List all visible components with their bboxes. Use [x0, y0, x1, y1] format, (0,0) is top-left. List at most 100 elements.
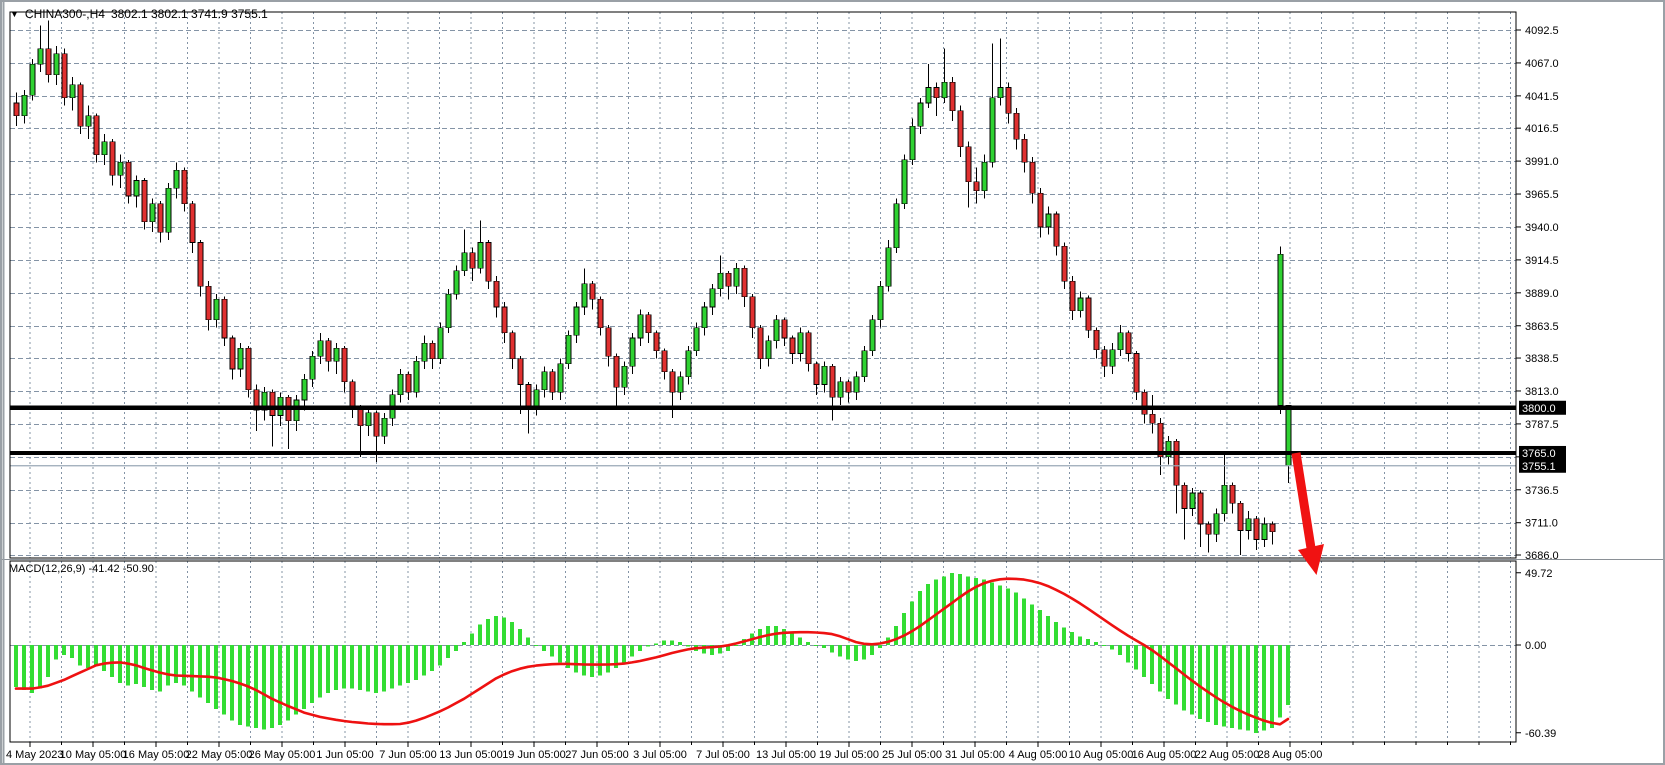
- bear-candle: [61, 53, 68, 99]
- bear-candle: [1229, 484, 1236, 504]
- bull-candle: [397, 373, 404, 396]
- bear-candle: [1085, 297, 1092, 331]
- bear-candle: [645, 314, 652, 334]
- bear-candle: [845, 381, 852, 393]
- bull-candle: [629, 337, 636, 367]
- time-tick-label: 19 Jul 05:00: [819, 749, 879, 761]
- bull-candle: [693, 327, 700, 352]
- bull-candle: [837, 381, 844, 398]
- bear-candle: [549, 371, 556, 393]
- time-tick-label: 19 Jun 05:00: [502, 749, 566, 761]
- price-axis: [1516, 29, 1521, 734]
- bull-candle: [133, 180, 140, 197]
- bull-candle: [797, 332, 804, 354]
- macd-tick-label: -60.39: [1525, 728, 1556, 740]
- annotation-arrow[interactable]: [1291, 452, 1324, 575]
- current-price-tag-text: 3755.1: [1522, 461, 1556, 473]
- bull-candle: [149, 203, 156, 223]
- bear-candle: [1125, 332, 1132, 354]
- price-tick-label: 3711.0: [1525, 518, 1558, 530]
- bear-candle: [157, 203, 164, 233]
- macd-signal-line: [14, 577, 1290, 726]
- bear-candle: [229, 337, 236, 370]
- price-tick-label: 3889.0: [1525, 288, 1559, 300]
- bull-candle: [997, 87, 1004, 99]
- bull-candle: [685, 350, 692, 378]
- bear-candle: [1005, 87, 1012, 114]
- bear-candle: [1037, 193, 1044, 228]
- symbol-dropdown-icon[interactable]: ▼: [10, 9, 19, 19]
- bear-candle: [661, 350, 668, 372]
- bear-candle: [589, 283, 596, 300]
- bull-candle: [301, 379, 308, 401]
- time-tick-label: 31 Jul 05:00: [945, 749, 1005, 761]
- price-tag-3765.0: 3765.0: [1519, 445, 1566, 460]
- bear-candle: [653, 332, 660, 352]
- bull-candle: [101, 141, 108, 155]
- bear-candle: [109, 141, 116, 176]
- bull-candle: [333, 348, 340, 362]
- bull-candle: [717, 273, 724, 290]
- bull-candle: [317, 340, 324, 357]
- bear-candle: [469, 252, 476, 269]
- bull-candle: [237, 348, 244, 370]
- bear-candle: [949, 82, 956, 112]
- bull-candle: [869, 319, 876, 352]
- bear-candle: [1181, 484, 1188, 509]
- bear-candle: [1173, 441, 1180, 486]
- bear-candle: [517, 358, 524, 385]
- bull-candle: [1221, 484, 1228, 514]
- bull-candle: [117, 162, 124, 176]
- bull-candle: [981, 162, 988, 192]
- bull-candle: [541, 371, 548, 390]
- bear-candle: [1061, 246, 1068, 282]
- ohlc-values: 3802.1 3802.1 3741.9 3755.1: [110, 7, 268, 21]
- bear-candle: [669, 371, 676, 393]
- bear-candle: [605, 327, 612, 357]
- bull-candle: [85, 115, 92, 127]
- macd-tick-label: 49.72: [1525, 568, 1553, 580]
- bear-candle: [781, 319, 788, 339]
- bear-candle: [1149, 413, 1156, 424]
- bull-candle: [309, 355, 316, 380]
- bear-candle: [1029, 162, 1036, 194]
- bull-candle: [1245, 518, 1252, 531]
- time-tick-label: 10 May 05:00: [60, 749, 127, 761]
- time-tick-label: 25 Jul 05:00: [882, 749, 942, 761]
- bear-candle: [741, 267, 748, 297]
- bull-candle: [861, 350, 868, 378]
- bear-candle: [485, 242, 492, 282]
- current-price-tag: 3755.1: [1519, 458, 1566, 473]
- bear-candle: [725, 273, 732, 287]
- bear-candle: [1157, 422, 1164, 458]
- bull-candle: [21, 94, 28, 117]
- bull-candle: [917, 102, 924, 127]
- candles-layer: [13, 20, 1292, 555]
- bear-candle: [357, 407, 364, 427]
- bear-candle: [1141, 391, 1148, 415]
- time-tick-label: 1 Jun 05:00: [316, 749, 374, 761]
- bull-candle: [165, 187, 172, 233]
- price-tick-label: 4092.5: [1525, 25, 1559, 37]
- bull-candle: [213, 298, 220, 321]
- macd-tick-label: 0.00: [1525, 640, 1546, 652]
- bear-candle: [349, 381, 356, 409]
- bull-candle: [677, 376, 684, 393]
- time-tick-label: 16 May 05:00: [123, 749, 190, 761]
- bull-candle: [709, 288, 716, 308]
- bear-candle: [973, 181, 980, 192]
- time-tick-label: 10 Aug 05:00: [1069, 749, 1134, 761]
- price-tag-3765.0-text: 3765.0: [1522, 448, 1556, 460]
- price-tick-label: 3991.0: [1525, 156, 1559, 168]
- bull-candle: [877, 286, 884, 321]
- bull-candle: [1285, 404, 1292, 467]
- bear-candle: [1205, 523, 1212, 535]
- bull-candle: [565, 335, 572, 365]
- bear-candle: [1237, 503, 1244, 531]
- bull-candle: [293, 399, 300, 421]
- bull-candle: [893, 203, 900, 248]
- bear-candle: [493, 280, 500, 308]
- bear-candle: [93, 115, 100, 155]
- time-tick-label: 7 Jul 05:00: [696, 749, 750, 761]
